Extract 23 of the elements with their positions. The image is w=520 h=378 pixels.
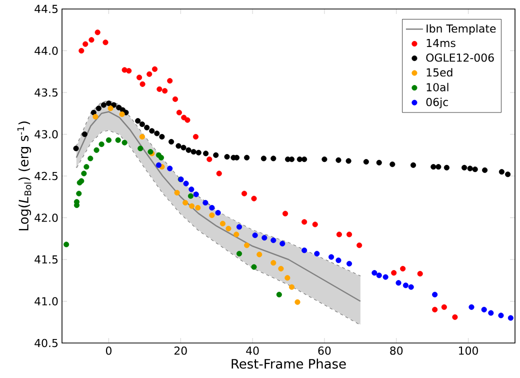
legend-label: 14ms <box>426 39 456 48</box>
x-tick-label: 40 <box>246 346 259 355</box>
legend-label: 10al <box>426 82 448 92</box>
x-tick-label: 60 <box>318 346 331 355</box>
y-tick-label: 40.5 <box>34 338 58 348</box>
legend-label: 15ed <box>426 68 452 77</box>
y-axis-title: Log(L$_{Bol}$) (erg s$^{-1}$) <box>17 122 32 230</box>
y-tick-label: 41.0 <box>34 297 58 306</box>
legend-label: Ibn Template <box>426 24 496 35</box>
legend-label: 06jc <box>426 98 448 108</box>
x-tick-label: 80 <box>390 346 403 355</box>
y-tick-label: 44.0 <box>34 46 58 55</box>
y-tick-label: 43.5 <box>34 88 58 97</box>
y-tick-label: 41.5 <box>34 255 58 264</box>
y-tick-label: 42.5 <box>34 172 58 180</box>
x-tick-label: 0 <box>106 346 112 355</box>
x-axis-title: Rest-Frame Phase <box>232 358 346 369</box>
x-tick-label: 100 <box>459 346 478 355</box>
y-tick-label: 43.0 <box>34 130 58 138</box>
legend-label: OGLE12-006 <box>426 53 494 62</box>
x-tick-label: 20 <box>174 346 187 355</box>
y-tick-label: 42.0 <box>34 214 58 222</box>
y-tick-label: 44.5 <box>34 4 58 14</box>
